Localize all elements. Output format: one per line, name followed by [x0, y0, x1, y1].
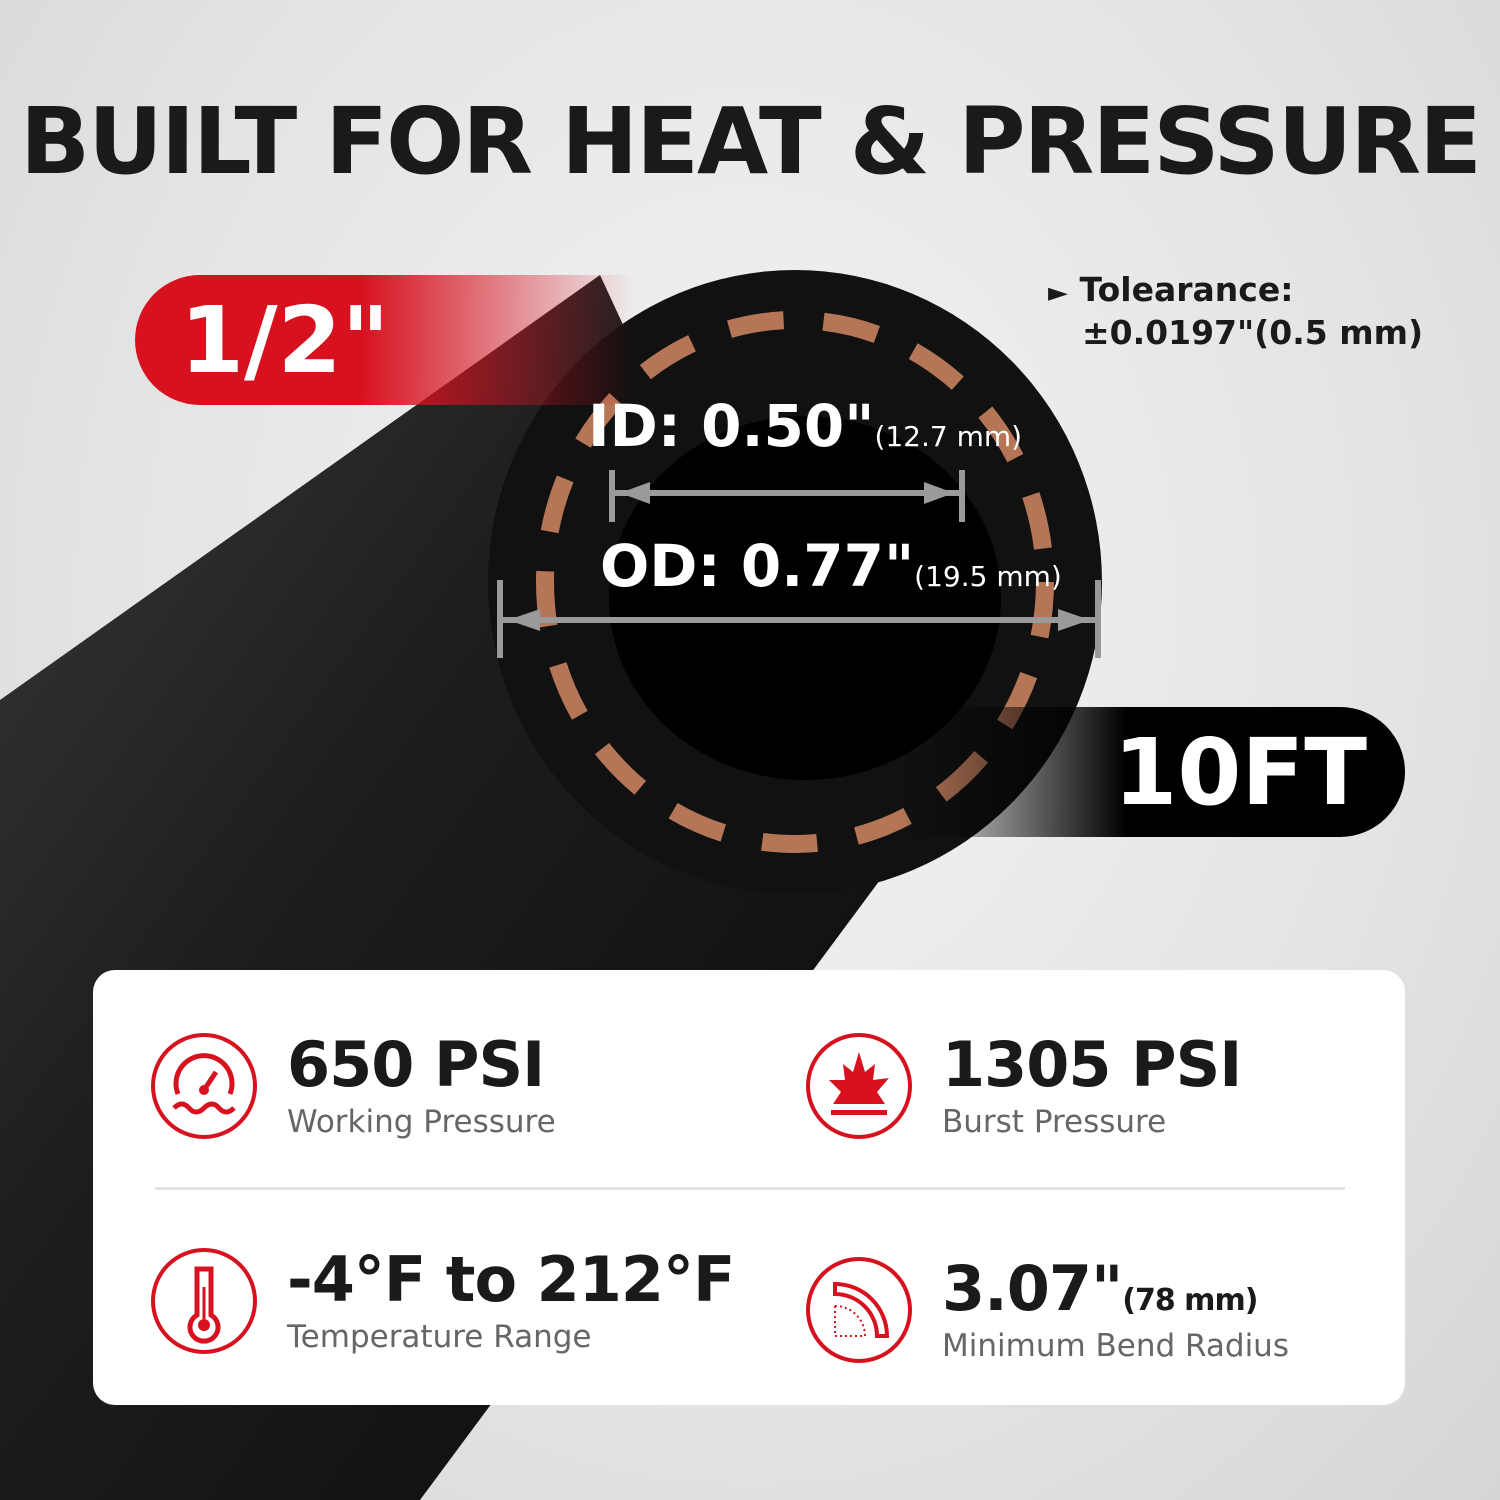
- spec-value: 1305 PSI: [942, 1028, 1242, 1101]
- od-dimension-arrow: [497, 580, 1101, 658]
- bend-radius-icon: [806, 1257, 912, 1363]
- length-badge: 10FT: [900, 707, 1405, 837]
- pressure-gauge-icon: [151, 1033, 257, 1139]
- length-badge-text: 10FT: [1113, 719, 1367, 826]
- hose-bore: [609, 416, 1001, 780]
- arrow-icon: ►: [1048, 278, 1068, 308]
- od-value: OD: 0.77": [600, 532, 915, 600]
- spec-label: Minimum Bend Radius: [942, 1328, 1289, 1364]
- spec-label: Temperature Range: [287, 1319, 592, 1355]
- spec-value: 650 PSI: [287, 1028, 545, 1101]
- tolerance-label: Tolearance:: [1079, 270, 1294, 309]
- id-value: ID: 0.50": [588, 392, 875, 460]
- spec-value-imperial: 3.07": [942, 1252, 1123, 1325]
- divider: [155, 1187, 1345, 1190]
- page-title: BUILT FOR HEAT & PRESSURE: [19, 88, 1482, 195]
- spec-value-metric: (78 mm): [1122, 1283, 1258, 1318]
- specs-card: 650 PSI Working Pressure 1305 PSI Burst …: [93, 970, 1405, 1405]
- burst-icon: [806, 1033, 912, 1139]
- od-dimension-label: OD: 0.77"(19.5 mm): [600, 532, 1062, 600]
- id-dimension-arrow: [609, 470, 965, 522]
- thermometer-icon: [151, 1248, 257, 1354]
- tolerance-value: ±0.0197"(0.5 mm): [1082, 313, 1424, 352]
- tolerance-note: ► Tolearance: ±0.0197"(0.5 mm): [1048, 270, 1423, 353]
- reinforcement-braid: [536, 311, 1054, 853]
- spec-label: Burst Pressure: [942, 1104, 1167, 1140]
- size-badge: 1/2": [135, 275, 635, 405]
- id-dimension-label: ID: 0.50"(12.7 mm): [588, 392, 1022, 460]
- spec-value: 3.07"(78 mm): [942, 1252, 1258, 1325]
- od-metric: (19.5 mm): [914, 560, 1062, 593]
- id-metric: (12.7 mm): [874, 420, 1023, 453]
- spec-label: Working Pressure: [287, 1104, 556, 1140]
- size-badge-text: 1/2": [180, 287, 390, 394]
- spec-value: -4°F to 212°F: [287, 1243, 735, 1316]
